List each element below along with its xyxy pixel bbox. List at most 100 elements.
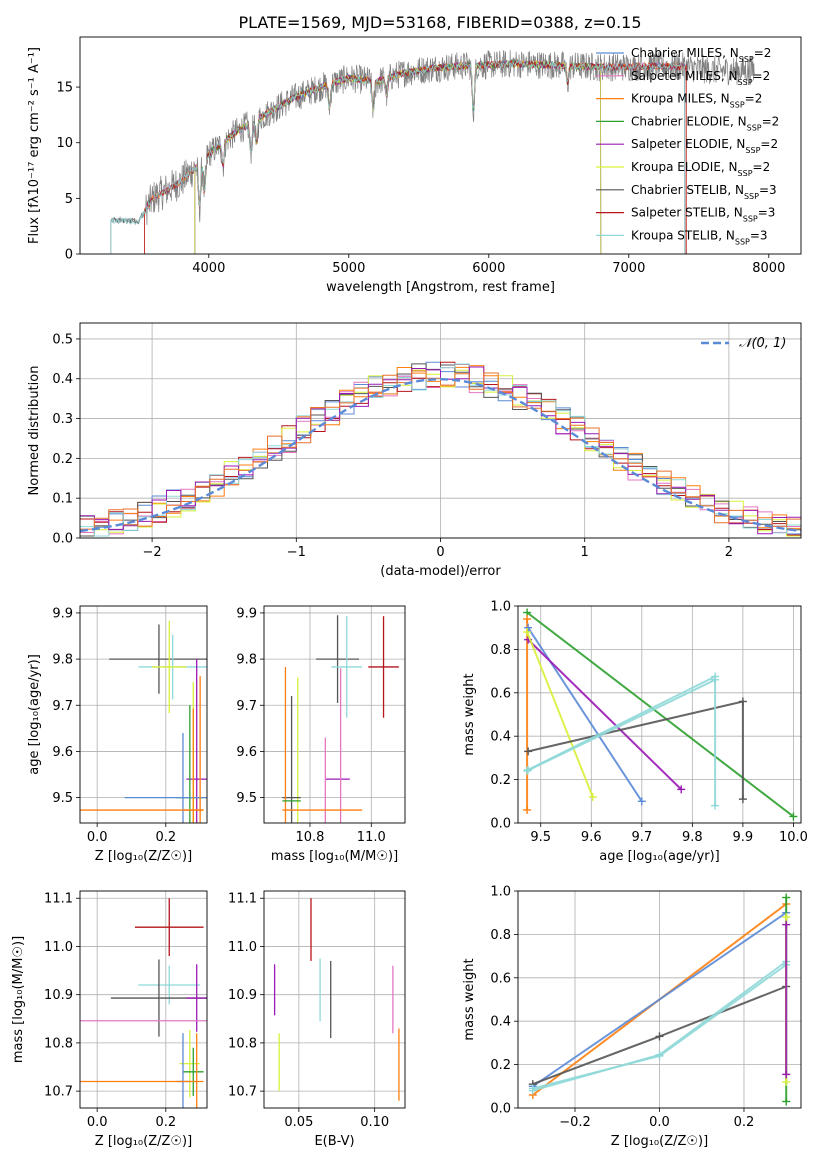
y-axis-label: age [log₁₀(age/yr)] [27,654,42,775]
series-line-chabrier_miles [532,911,787,1088]
legend-sub: SSP [739,55,754,64]
model-spectrum-salpeter_miles [144,59,687,254]
y-tick-label: 0.2 [490,773,511,788]
x-axis-label: (data-model)/error [380,564,501,579]
legend-sub: SSP [744,191,759,200]
legend-text: Chabrier STELIB, N [631,183,744,197]
model-spectrum-chabrier_elodie [194,59,602,254]
weight_vs_age-frame [517,605,802,824]
legend-sub: SSP [743,214,758,223]
legend-label-salpeter_stelib: Salpeter STELIB, NSSP=3 [631,206,775,224]
legend-text: Salpeter STELIB, N [631,206,743,220]
x-tick-label: 7000 [612,261,645,276]
x-axis-label: wavelength [Angstrom, rest frame] [326,280,555,295]
residual-histogram-step [80,366,801,535]
series-line-salpeter_elodie [527,638,682,791]
model-spectrum-chabrier_miles [144,60,687,254]
legend-label-chabrier_miles: Chabrier MILES, NSSP=2 [631,46,771,64]
legend-text: =2 [760,137,778,151]
legend-text: =2 [753,160,771,174]
y-tick-label: 9.6 [52,745,73,760]
y-tick-label: 9.7 [236,699,257,714]
series-line-kroupa_stelib [527,674,717,806]
y-tick-label: 0.4 [490,1015,511,1030]
x-tick-label: 0.10 [360,1115,389,1130]
y-tick-label: 10.8 [228,1036,257,1051]
weight_vs_age-lines [523,608,798,821]
age_vs_mass-frame [263,605,406,824]
legend-sub: SSP [738,77,753,86]
x-tick-label: 5000 [332,261,365,276]
y-tick-label: 5 [65,192,73,207]
series-line-kroupa_elodie [526,631,594,798]
y-tick-label: 11.1 [44,892,73,907]
y-tick-label: 0.6 [490,971,511,986]
mass_vs_ebv-frame [263,890,406,1109]
legend-label-normal: 𝒩(0, 1) [739,336,786,351]
y-tick-label: 9.6 [236,745,257,760]
mass_vs_Z-frame [79,890,208,1109]
y-axis-label: Flux [fλ10⁻¹⁷ erg cm⁻² s⁻¹ A⁻¹] [27,47,42,244]
x-tick-label: 6000 [472,261,505,276]
y-tick-label: 10 [56,136,73,151]
legend-text: Chabrier ELODIE, N [631,114,747,128]
y-tick-label: 0.6 [490,686,511,701]
x-tick-label: −2 [143,545,162,560]
legend-text: =2 [762,114,780,128]
y-tick-label: 0.8 [490,928,511,943]
model-spectrum-kroupa_elodie [194,59,602,254]
y-axis-label: mass weight [462,673,477,755]
y-tick-label: 0.8 [490,643,511,658]
y-tick-label: 0.0 [490,1102,511,1117]
spectrum-lines [110,50,756,254]
legend-text: Salpeter MILES, N [631,69,738,83]
series-line-chabrier_elodie [526,611,795,818]
mass_vs_ebv-errorbars [273,898,400,1101]
model-spectrum-kroupa_stelib [110,59,686,254]
y-tick-label: 10.9 [228,988,257,1003]
y-tick-label: 10.9 [44,988,73,1003]
age_vs_Z-frame [79,605,208,824]
y-tick-label: 9.9 [52,606,73,621]
x-axis-label: Z [log₁₀(Z/Z☉)] [95,1134,192,1149]
age_vs_mass-errorbars [282,615,399,823]
y-tick-label: 0.3 [52,412,73,427]
legend-text: =3 [759,183,777,197]
y-tick-label: 10.7 [44,1085,73,1100]
legend-text: Salpeter ELODIE, N [631,137,745,151]
y-tick-label: 0.2 [52,452,73,467]
legend-label-salpeter_elodie: Salpeter ELODIE, NSSP=2 [631,137,778,155]
legend-sub: SSP [747,123,762,132]
legend-label-chabrier_elodie: Chabrier ELODIE, NSSP=2 [631,114,779,131]
legend-text: =2 [745,92,763,106]
legend-text: Kroupa MILES, N [631,92,730,106]
x-tick-label: 1 [581,545,589,560]
x-tick-label: 0 [436,545,444,560]
spectrum-axes: 4000 5000 6000 7000 8000 0 5 10 15 wavelength [An… [27,47,785,295]
y-tick-label: 0.4 [52,372,73,387]
x-tick-label: 0.2 [155,1115,176,1130]
x-tick-label: 2 [725,545,733,560]
legend-text: Chabrier MILES, N [631,46,739,60]
y-tick-label: 9.8 [52,653,73,668]
figure-title: PLATE=1569, MJD=53168, FIBERID=0388, z=0… [238,13,641,32]
x-axis-label: mass [log₁₀(M/M☉)] [271,849,398,864]
x-tick-label: 10.0 [779,830,808,845]
weight_vs_Z-lines [528,893,791,1106]
x-tick-label: 11.0 [357,830,386,845]
residuals-frame [79,322,802,539]
mass_vs_Z-errorbars [80,898,207,1108]
x-axis-label: Z [log₁₀(Z/Z☉)] [95,849,192,864]
residual-histogram-step [80,370,801,530]
x-axis-label: age [log₁₀(age/yr)] [599,849,720,864]
x-tick-label: 0.2 [155,830,176,845]
legend-label-chabrier_stelib: Chabrier STELIB, NSSP=3 [631,183,777,201]
x-tick-label: −1 [287,545,306,560]
mass_vs_ebv-axes: 0.05 0.10 10.7 10.8 10.9 11.0 11.1 E(B-V) [228,891,405,1149]
x-tick-label: −0.2 [559,1115,591,1130]
x-tick-label: 9.9 [733,830,754,845]
y-axis-label: mass [log₁₀(M/M☉)] [11,936,26,1063]
x-tick-label: 10.8 [296,830,325,845]
x-tick-label: 8000 [752,261,785,276]
y-tick-label: 11.0 [44,940,73,955]
